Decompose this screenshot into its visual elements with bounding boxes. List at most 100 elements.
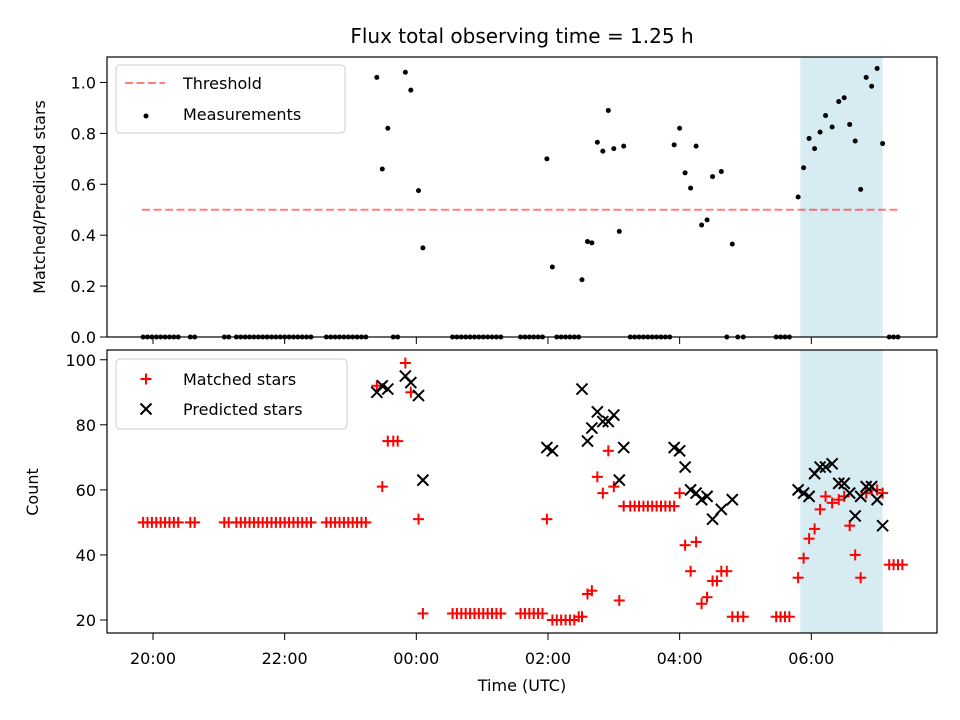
matched-star-point bbox=[597, 487, 609, 499]
measurement-point bbox=[544, 156, 550, 162]
bottom-y-axis-label: Count bbox=[23, 468, 42, 516]
matched-star-point bbox=[674, 487, 686, 499]
legend-predicted-swatch bbox=[139, 402, 153, 416]
predicted-star-point bbox=[607, 408, 621, 422]
matched-star-point bbox=[690, 536, 702, 548]
predicted-star-point bbox=[700, 490, 714, 503]
matched-star-point bbox=[399, 357, 411, 369]
predicted-star-point bbox=[726, 493, 739, 506]
legend-measurements-label: Measurements bbox=[183, 105, 301, 124]
matched-star-point bbox=[602, 445, 614, 457]
matched-star-point bbox=[495, 607, 507, 619]
matched-star-point bbox=[711, 575, 723, 587]
matched-star-point bbox=[679, 539, 691, 551]
predicted-star-point bbox=[546, 444, 559, 458]
measurement-point bbox=[402, 69, 408, 75]
bottom-panel: 20 40 60 80 100 20:00 22:00 00:00 02:00 04:00 06:… bbox=[23, 349, 938, 695]
matched-star-point bbox=[701, 591, 713, 603]
matched-star-point bbox=[783, 611, 795, 623]
x-axis-label: Time (UTC) bbox=[477, 676, 566, 695]
predicted-star-point bbox=[854, 490, 867, 503]
measurement-point bbox=[579, 277, 585, 283]
matched-star-point bbox=[668, 500, 680, 512]
matched-star-point bbox=[826, 497, 838, 509]
predicted-star-point bbox=[825, 457, 839, 471]
measurement-point bbox=[584, 239, 590, 245]
x-tick-label: 20:00 bbox=[130, 649, 176, 668]
legend-predicted-marker bbox=[139, 402, 153, 416]
bottom-y-tick-label: 60 bbox=[76, 481, 96, 500]
predicted-star-point bbox=[802, 490, 816, 503]
measurement-point bbox=[385, 125, 391, 131]
chart-title: Flux total observing time = 1.25 h bbox=[350, 24, 693, 48]
matched-star-point bbox=[536, 607, 548, 619]
predicted-star-point bbox=[596, 415, 610, 428]
predicted-star-point bbox=[678, 460, 692, 474]
predicted-star-point bbox=[673, 444, 686, 458]
predicted-star-point bbox=[617, 441, 630, 454]
matched-star-point bbox=[541, 513, 553, 525]
measurement-point bbox=[817, 129, 823, 135]
legend-matched-marker bbox=[140, 373, 152, 385]
matched-star-point bbox=[849, 549, 861, 561]
predicted-star-point bbox=[848, 509, 862, 523]
predicted-star-point bbox=[585, 421, 599, 435]
measurement-point bbox=[880, 141, 886, 147]
matched-star-point bbox=[586, 585, 598, 597]
measurement-point bbox=[688, 185, 694, 191]
measurement-point bbox=[616, 228, 622, 234]
measurement-point bbox=[699, 222, 705, 228]
measurement-point bbox=[374, 74, 380, 80]
top-y-tick-label: 0.2 bbox=[71, 277, 96, 296]
matched-star-point bbox=[820, 490, 832, 502]
matched-star-point bbox=[814, 503, 826, 515]
matched-star-point bbox=[413, 513, 425, 525]
measurement-point bbox=[836, 99, 842, 105]
top-y-tick-label: 0.8 bbox=[71, 124, 96, 143]
measurement-point bbox=[841, 95, 847, 101]
matched-star-point bbox=[360, 516, 372, 528]
bottom-y-tick-label: 80 bbox=[76, 416, 96, 435]
top-y-tick-label: 0.4 bbox=[71, 226, 96, 245]
measurement-point bbox=[416, 188, 422, 194]
measurement-point bbox=[795, 194, 801, 200]
measurement-point bbox=[869, 83, 875, 89]
legend-measurements-swatch bbox=[143, 113, 149, 119]
legend-matched-label: Matched stars bbox=[183, 370, 296, 389]
top-y-axis-label: Matched/Predicted stars bbox=[30, 100, 49, 294]
predicted-star-point bbox=[876, 519, 889, 532]
bottom-legend-box bbox=[115, 358, 348, 430]
measurement-point bbox=[549, 264, 555, 270]
top-highlight-span bbox=[800, 57, 883, 337]
predicted-star-point bbox=[381, 382, 395, 396]
top-y-tick-label: 0.0 bbox=[71, 328, 96, 347]
predicted-star-point bbox=[859, 480, 873, 493]
matched-star-point bbox=[809, 523, 821, 535]
top-legend-box bbox=[115, 64, 346, 134]
top-y-tick-label: 0.6 bbox=[71, 175, 96, 194]
bottom-x-ticks: 20:00 22:00 00:00 02:00 04:00 06:00 bbox=[130, 633, 834, 668]
predicted-star-point bbox=[813, 460, 827, 474]
bottom-y-tick-label: 20 bbox=[76, 611, 96, 630]
measurement-point bbox=[693, 143, 699, 149]
bottom-y-tick-label: 100 bbox=[65, 351, 96, 370]
measurement-point bbox=[829, 124, 835, 130]
measurement-point bbox=[847, 121, 853, 127]
measurement-point bbox=[605, 107, 611, 113]
measurement-point bbox=[621, 143, 627, 149]
matched-star-point bbox=[172, 516, 184, 528]
measurement-point bbox=[852, 138, 858, 144]
measurement-point bbox=[729, 241, 735, 247]
matched-star-point bbox=[721, 565, 733, 577]
predicted-star-point bbox=[838, 477, 851, 490]
predicted-star-point bbox=[591, 405, 604, 419]
predicted-star-point bbox=[613, 473, 626, 487]
measurement-point bbox=[874, 65, 880, 71]
matched-star-point bbox=[844, 520, 856, 532]
x-tick-label: 22:00 bbox=[262, 649, 308, 668]
matched-star-point bbox=[305, 516, 317, 528]
measurement-point bbox=[420, 245, 426, 251]
matched-star-point bbox=[798, 552, 810, 564]
matched-star-point bbox=[371, 380, 383, 392]
